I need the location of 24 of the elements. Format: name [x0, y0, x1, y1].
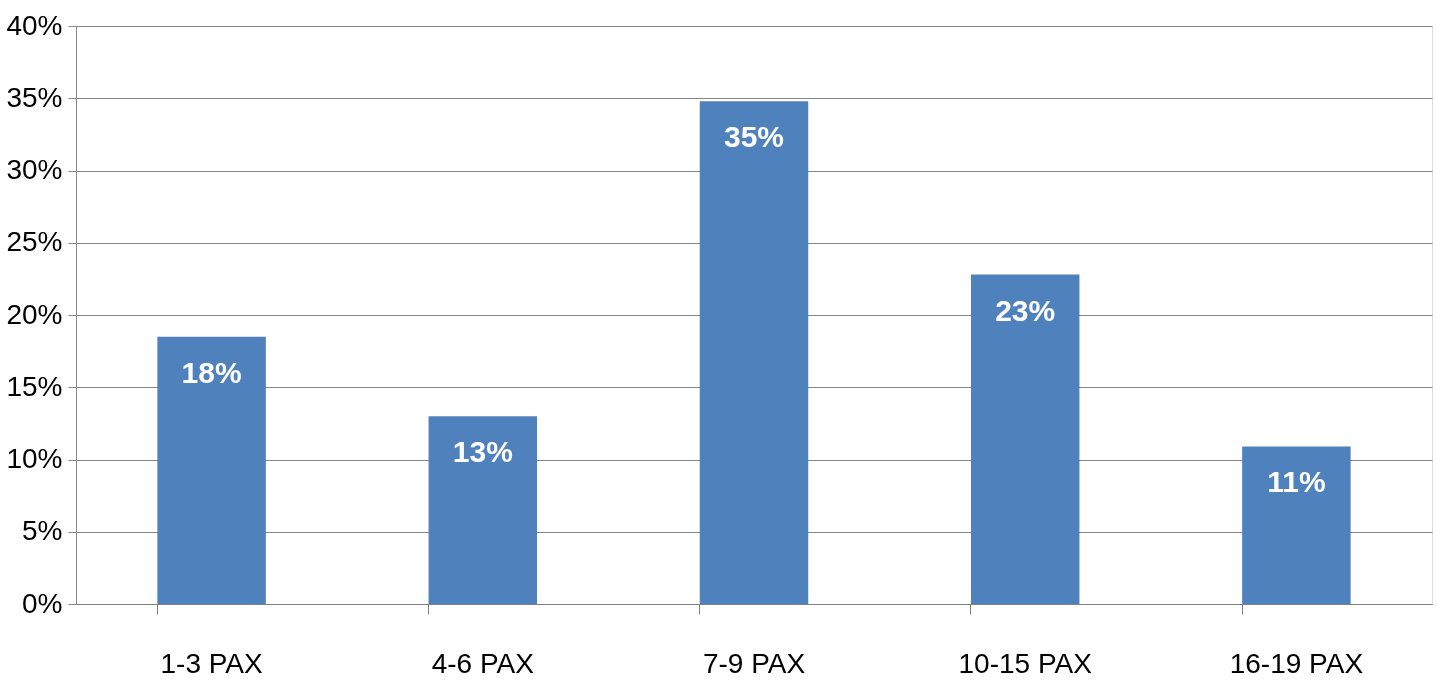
- x-tick-label: 7-9 PAX: [702, 647, 806, 679]
- x-tick-label: 10-15 PAX: [958, 647, 1093, 679]
- y-tick-label: 10%: [6, 443, 63, 474]
- y-tick-label: 20%: [6, 298, 63, 330]
- data-label: 23%: [995, 293, 1056, 327]
- bar: [428, 416, 538, 604]
- bar: [1242, 446, 1351, 604]
- data-label: 13%: [452, 435, 513, 469]
- x-tick-label: 4-6 PAX: [431, 647, 535, 679]
- y-tick-label: 35%: [6, 81, 63, 113]
- bar: [699, 101, 809, 604]
- x-tick-label: 1-3 PAX: [160, 647, 264, 679]
- y-tick-label: 25%: [6, 226, 63, 258]
- y-tick-label: 30%: [6, 154, 63, 185]
- y-tick-label: 0%: [22, 587, 63, 619]
- bar: [970, 274, 1080, 604]
- y-tick-label: 15%: [6, 370, 63, 402]
- data-label: 11%: [1267, 465, 1326, 499]
- y-tick-label: 40%: [6, 9, 63, 41]
- y-tick-label: 5%: [22, 515, 63, 547]
- x-tick-label: 16-19 PAX: [1229, 647, 1364, 679]
- data-label: 18%: [181, 355, 242, 389]
- bar: [157, 336, 266, 604]
- data-label: 35%: [723, 120, 785, 154]
